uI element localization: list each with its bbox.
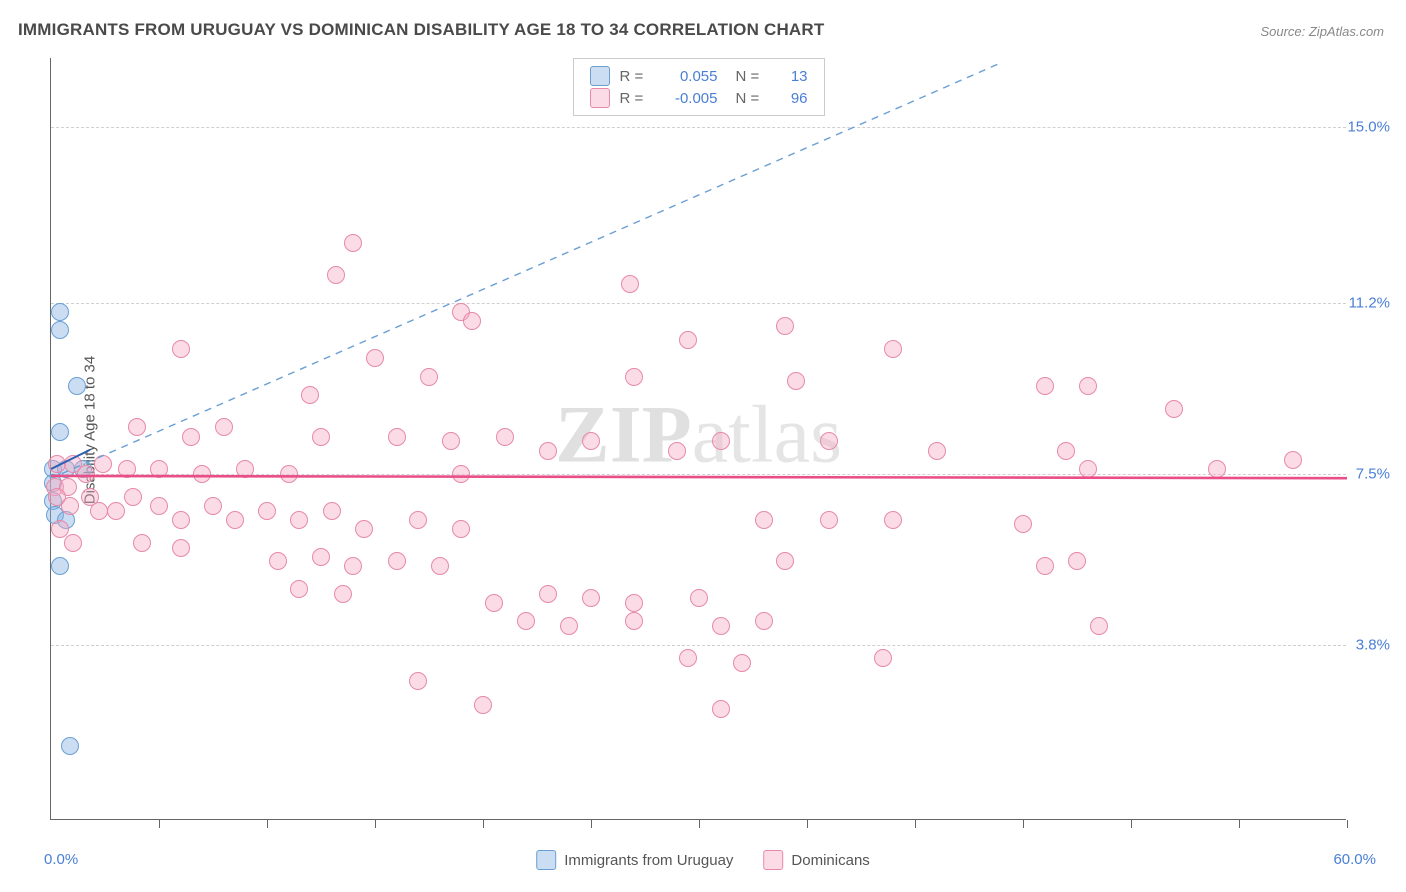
legend-n-value-uruguay: 13	[772, 68, 808, 85]
legend-item-dominicans: Dominicans	[763, 850, 869, 870]
chart-title: IMMIGRANTS FROM URUGUAY VS DOMINICAN DIS…	[18, 20, 824, 40]
legend-label-uruguay: Immigrants from Uruguay	[564, 852, 733, 869]
legend-r-label: R =	[620, 68, 650, 85]
x-tick	[1131, 820, 1132, 828]
legend-swatch-uruguay	[536, 850, 556, 870]
y-tick-label: 11.2%	[1349, 294, 1390, 311]
plot-area: ZIPatlas R = 0.055 N = 13 R = -0.005 N =…	[50, 58, 1346, 820]
x-tick	[591, 820, 592, 828]
legend-row-uruguay: R = 0.055 N = 13	[590, 65, 808, 87]
x-tick	[699, 820, 700, 828]
legend-n-label: N =	[736, 90, 766, 107]
legend-swatch-dominicans	[763, 850, 783, 870]
legend-swatch-dominicans	[590, 88, 610, 108]
legend-item-uruguay: Immigrants from Uruguay	[536, 850, 733, 870]
legend-series: Immigrants from Uruguay Dominicans	[536, 850, 870, 870]
x-tick	[159, 820, 160, 828]
y-tick-label: 15.0%	[1347, 119, 1390, 136]
legend-row-dominicans: R = -0.005 N = 96	[590, 87, 808, 109]
legend-label-dominicans: Dominicans	[791, 852, 869, 869]
y-tick-label: 7.5%	[1356, 465, 1390, 482]
x-tick	[375, 820, 376, 828]
x-tick	[1239, 820, 1240, 828]
legend-correlation: R = 0.055 N = 13 R = -0.005 N = 96	[573, 58, 825, 116]
y-tick-label: 3.8%	[1356, 636, 1390, 653]
legend-swatch-uruguay	[590, 66, 610, 86]
x-tick	[267, 820, 268, 828]
legend-r-value-uruguay: 0.055	[656, 68, 718, 85]
lines-layer	[51, 58, 1347, 820]
legend-r-value-dominicans: -0.005	[656, 90, 718, 107]
legend-n-value-dominicans: 96	[772, 90, 808, 107]
x-tick	[1347, 820, 1348, 828]
x-axis-max-label: 60.0%	[1333, 851, 1376, 868]
x-tick	[1023, 820, 1024, 828]
x-tick	[915, 820, 916, 828]
x-tick	[807, 820, 808, 828]
x-axis-min-label: 0.0%	[44, 851, 78, 868]
legend-n-label: N =	[736, 68, 766, 85]
legend-r-label: R =	[620, 90, 650, 107]
x-tick	[483, 820, 484, 828]
source-label: Source: ZipAtlas.com	[1260, 24, 1384, 39]
